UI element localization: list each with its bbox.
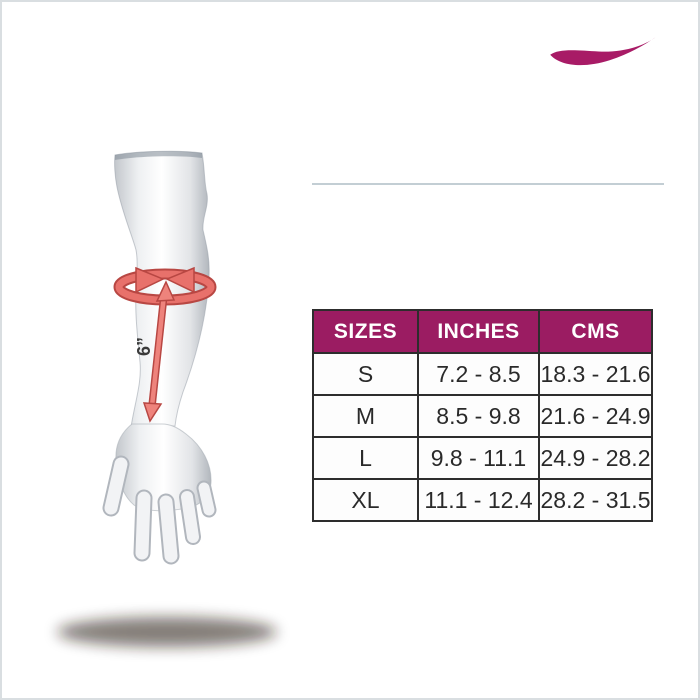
column-header-cms: CMS xyxy=(538,309,653,354)
inches-cell: 8.5 - 9.8 xyxy=(417,394,540,438)
size-cell: L xyxy=(312,436,419,480)
table-header-row: SIZES INCHES CMS xyxy=(312,309,653,354)
logo-swoosh-icon xyxy=(550,37,656,66)
length-label: 6” xyxy=(134,337,154,356)
column-header-inches: INCHES xyxy=(417,309,540,354)
hand-fingers xyxy=(104,457,215,563)
how-to-measure-section: HOW TO MEASURE Measure the Circumference… xyxy=(288,143,688,348)
size-chart-table: SIZES INCHES CMS S 7.2 - 8.5 18.3 - 21.6… xyxy=(312,309,653,522)
brand-logo: tynor xyxy=(542,32,664,111)
length-arrow-icon xyxy=(142,280,176,423)
page-title: HOW TO MEASURE xyxy=(340,143,636,176)
table-row: XL 11.1 - 12.4 28.2 - 31.5 xyxy=(312,478,653,522)
table-row: L 9.8 - 11.1 24.9 - 28.2 xyxy=(312,436,653,480)
size-cell: M xyxy=(312,394,419,438)
arm-illustration: 6” xyxy=(42,132,302,662)
title-underline xyxy=(312,183,664,185)
instruction-line-2: distance 6” from the wrist along the arm xyxy=(338,270,674,320)
cms-cell: 24.9 - 28.2 xyxy=(538,436,653,480)
inches-cell: 7.2 - 8.5 xyxy=(417,352,540,396)
arm-top-shading xyxy=(115,151,202,160)
brand-name: tynor xyxy=(550,62,657,111)
cms-cell: 28.2 - 31.5 xyxy=(538,478,653,522)
cms-cell: 21.6 - 24.9 xyxy=(538,394,653,438)
instruction-line-1: Measure the Circumference at a xyxy=(349,218,663,243)
cms-cell: 18.3 - 21.6 xyxy=(538,352,653,396)
table-row: M 8.5 - 9.8 21.6 - 24.9 xyxy=(312,394,653,438)
column-header-sizes: SIZES xyxy=(312,309,419,354)
floor-shadow xyxy=(57,617,277,647)
inches-cell: 11.1 - 12.4 xyxy=(417,478,540,522)
table-row: S 7.2 - 8.5 18.3 - 21.6 xyxy=(312,352,653,396)
size-cell: XL xyxy=(312,478,419,522)
inches-cell: 9.8 - 11.1 xyxy=(417,436,540,480)
size-cell: S xyxy=(312,352,419,396)
